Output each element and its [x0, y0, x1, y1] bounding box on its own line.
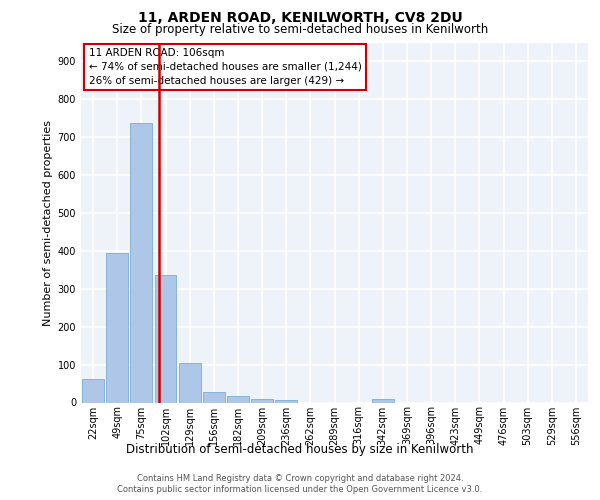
Bar — [155, 275, 176, 402]
Y-axis label: Number of semi-detached properties: Number of semi-detached properties — [43, 120, 53, 326]
Bar — [275, 400, 297, 402]
Bar — [179, 364, 200, 403]
Text: 11, ARDEN ROAD, KENILWORTH, CV8 2DU: 11, ARDEN ROAD, KENILWORTH, CV8 2DU — [137, 11, 463, 25]
Bar — [82, 378, 104, 402]
Bar — [372, 400, 394, 402]
Text: Contains HM Land Registry data © Crown copyright and database right 2024.: Contains HM Land Registry data © Crown c… — [137, 474, 463, 483]
Text: Size of property relative to semi-detached houses in Kenilworth: Size of property relative to semi-detach… — [112, 22, 488, 36]
Text: 11 ARDEN ROAD: 106sqm
← 74% of semi-detached houses are smaller (1,244)
26% of s: 11 ARDEN ROAD: 106sqm ← 74% of semi-deta… — [89, 48, 361, 86]
Bar — [251, 399, 273, 402]
Bar — [227, 396, 249, 402]
Bar — [130, 123, 152, 402]
Text: Distribution of semi-detached houses by size in Kenilworth: Distribution of semi-detached houses by … — [126, 442, 474, 456]
Bar — [203, 392, 224, 402]
Bar — [106, 253, 128, 402]
Text: Contains public sector information licensed under the Open Government Licence v3: Contains public sector information licen… — [118, 485, 482, 494]
